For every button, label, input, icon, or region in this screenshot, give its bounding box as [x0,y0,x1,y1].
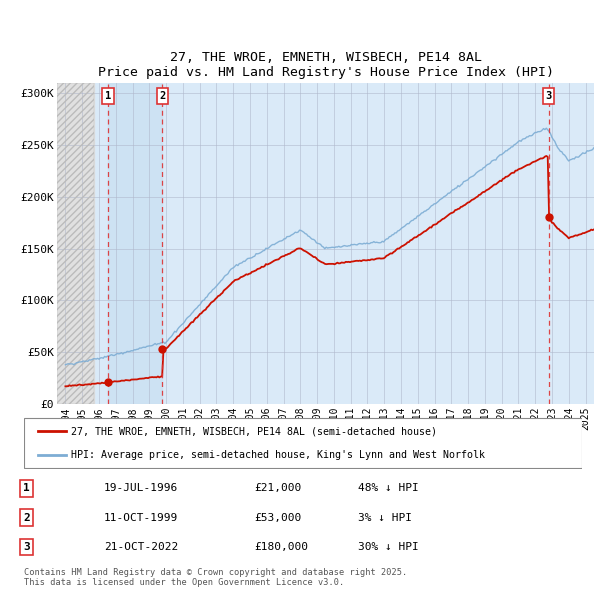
Bar [108,83,163,404]
Text: 1: 1 [23,483,30,493]
Text: Contains HM Land Registry data © Crown copyright and database right 2025.
This d: Contains HM Land Registry data © Crown c… [24,568,407,587]
Text: 3% ↓ HPI: 3% ↓ HPI [358,513,412,523]
Text: 11-OCT-1999: 11-OCT-1999 [104,513,178,523]
Text: 30% ↓ HPI: 30% ↓ HPI [358,542,418,552]
Text: £21,000: £21,000 [254,483,301,493]
Text: 21-OCT-2022: 21-OCT-2022 [104,542,178,552]
Text: 48% ↓ HPI: 48% ↓ HPI [358,483,418,493]
Bar [57,83,94,404]
Text: 2: 2 [23,513,30,523]
Title: 27, THE WROE, EMNETH, WISBECH, PE14 8AL
Price paid vs. HM Land Registry's House : 27, THE WROE, EMNETH, WISBECH, PE14 8AL … [97,51,554,78]
Text: 27, THE WROE, EMNETH, WISBECH, PE14 8AL (semi-detached house): 27, THE WROE, EMNETH, WISBECH, PE14 8AL … [71,426,437,436]
Text: 3: 3 [545,91,552,101]
Bar [57,83,94,404]
Text: 3: 3 [23,542,30,552]
Text: £53,000: £53,000 [254,513,301,523]
Text: £180,000: £180,000 [254,542,308,552]
Text: 2: 2 [159,91,166,101]
Text: 19-JUL-1996: 19-JUL-1996 [104,483,178,493]
Text: HPI: Average price, semi-detached house, King's Lynn and West Norfolk: HPI: Average price, semi-detached house,… [71,450,485,460]
Text: 1: 1 [105,91,111,101]
